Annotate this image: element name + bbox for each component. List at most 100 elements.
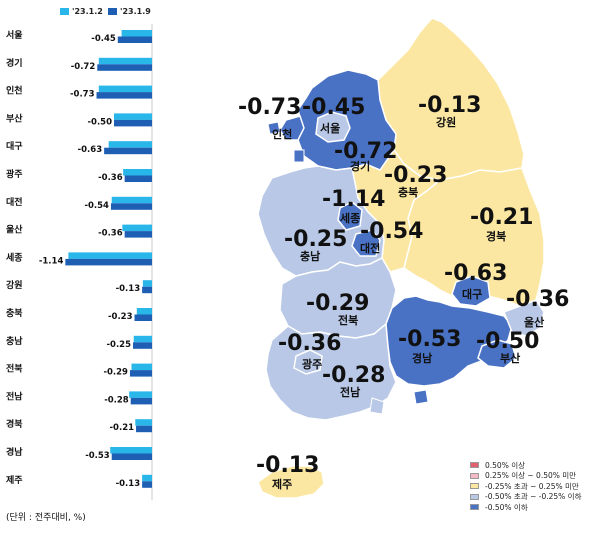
bar-curr-week: [134, 314, 152, 321]
value-label: -0.21: [110, 423, 135, 433]
value-gyeongbuk: -0.21: [470, 205, 533, 230]
region-sejong: [337, 201, 363, 231]
value-label: -0.36: [98, 229, 123, 239]
bar-prev-week: [136, 308, 152, 315]
legend-swatch: [470, 504, 479, 511]
value-sejong: -1.14: [322, 187, 385, 212]
bar-curr-week: [142, 481, 152, 488]
bar-prev-week: [114, 113, 152, 120]
region-jeju: [257, 465, 325, 499]
name-ulsan: 울산: [524, 315, 544, 329]
region-busan: [477, 339, 517, 369]
legend-row: -0.50% 이하: [470, 502, 600, 513]
bar-chart-panel: '23.1.2 '23.1.9 서울 -0.45 경기 -0.72 인천 -0.73 부산 -…: [0, 0, 162, 534]
value-label: -0.36: [98, 173, 123, 183]
legend-swatch: [470, 483, 479, 490]
bar-curr-week: [96, 92, 152, 99]
island-jeonnam: [369, 397, 385, 415]
value-gangwon: -0.13: [418, 93, 481, 118]
category-label: 제주: [6, 474, 23, 486]
bar-prev-week: [142, 280, 152, 287]
value-label: -0.73: [70, 90, 95, 100]
category-label: 경북: [6, 418, 23, 430]
bar-curr-week: [124, 175, 152, 182]
bar-curr-week: [65, 258, 152, 266]
value-label: -0.25: [107, 340, 132, 350]
bar-chart: 서울 -0.45 경기 -0.72 인천 -0.73 부산 -0.50 대구 -0.63 광주 -0.…: [6, 24, 153, 500]
series-legend-1: '23.1.2: [60, 7, 103, 19]
legend-swatch: [470, 472, 479, 479]
bar-prev-week: [123, 169, 152, 176]
value-daegu: -0.63: [444, 261, 507, 286]
category-label: 전남: [6, 390, 23, 402]
category-label: 서울: [6, 29, 23, 41]
series-1-swatch: [60, 8, 69, 15]
name-gyeonggi: 경기: [350, 159, 370, 173]
region-ulsan: [503, 299, 545, 337]
bar-curr-week: [124, 231, 152, 238]
value-label: -0.54: [84, 201, 109, 211]
name-incheon: 인천: [272, 127, 292, 141]
bar-prev-week: [131, 363, 152, 371]
value-label: -0.28: [104, 395, 129, 405]
value-daejeon: -0.54: [360, 219, 423, 244]
name-jeonnam: 전남: [340, 385, 360, 399]
value-gyeonggi: -0.72: [334, 139, 397, 164]
region-daejeon: [351, 229, 381, 257]
legend-swatch: [470, 462, 479, 469]
category-label: 전북: [6, 363, 23, 375]
value-busan: -0.50: [476, 329, 539, 354]
region-daegu: [451, 275, 491, 307]
map-legend: 0.50% 이상 0.25% 이상 ~ 0.50% 미만 -0.25% 초과 ~…: [470, 460, 600, 513]
category-label: 대구: [6, 140, 23, 152]
name-gangwon: 강원: [436, 115, 456, 129]
value-label: -0.23: [108, 312, 133, 322]
category-label: 강원: [6, 279, 23, 291]
category-label: 경기: [6, 57, 23, 69]
bar-curr-week: [130, 397, 152, 405]
value-jeju: -0.13: [256, 453, 319, 478]
name-chungnam: 충남: [300, 249, 320, 263]
value-gwangju: -0.36: [278, 331, 341, 356]
bar-prev-week: [135, 419, 152, 426]
value-label: -1.14: [39, 256, 64, 266]
name-chungbuk: 충북: [398, 185, 418, 199]
bar-curr-week: [136, 425, 152, 433]
bar-prev-week: [111, 196, 152, 204]
name-busan: 부산: [500, 351, 520, 365]
value-label: -0.13: [116, 479, 141, 489]
bar-curr-week: [111, 453, 152, 460]
name-daegu: 대구: [462, 287, 482, 301]
bar-curr-week: [142, 286, 152, 294]
category-label: 경남: [6, 446, 23, 458]
bar-prev-week: [142, 474, 152, 482]
unit-note: (단위 : 전주대비, %): [6, 513, 86, 523]
value-chungnam: -0.25: [284, 227, 347, 252]
category-label: 울산: [6, 224, 23, 236]
bar-curr-week: [133, 342, 152, 349]
island-gyeongnam: [413, 389, 429, 405]
bar-curr-week: [104, 147, 152, 155]
name-gwangju: 광주: [302, 358, 322, 371]
bar-prev-week: [98, 85, 152, 93]
value-label: -0.13: [116, 284, 141, 294]
bar-curr-week: [110, 203, 152, 210]
legend-row: 0.50% 이상: [470, 460, 600, 471]
name-daejeon: 대전: [360, 241, 380, 255]
value-jeonnam: -0.28: [322, 363, 385, 388]
series-legend-2: '23.1.9: [108, 7, 151, 19]
value-label: -0.53: [85, 451, 110, 461]
region-seoul: [315, 111, 351, 143]
bar-prev-week: [98, 57, 152, 65]
name-gyeongnam: 경남: [412, 351, 432, 365]
legend-row: -0.25% 초과 ~ 0.25% 미만: [470, 481, 600, 492]
legend-swatch: [470, 493, 479, 500]
category-label: 충북: [6, 307, 23, 319]
bar-curr-week: [114, 119, 152, 127]
bar-prev-week: [133, 335, 152, 343]
region-jeonnam: [265, 322, 397, 421]
category-label: 세종: [6, 251, 23, 263]
bar-prev-week: [129, 391, 152, 398]
value-seoul: -0.45: [302, 95, 365, 120]
